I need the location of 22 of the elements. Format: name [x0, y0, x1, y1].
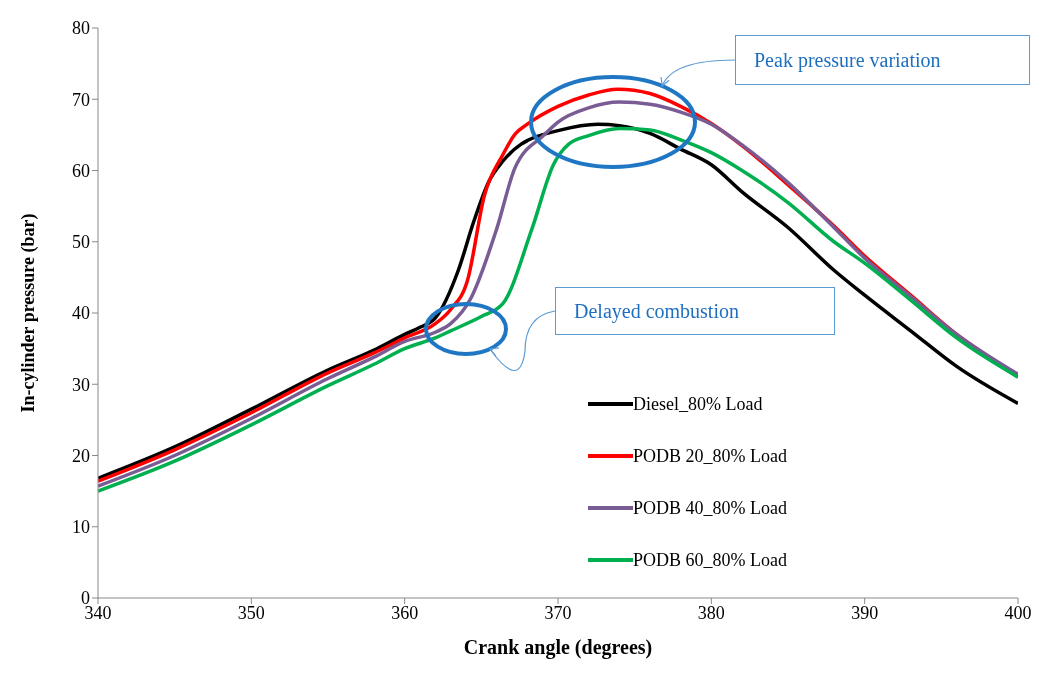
y-tick-label: 80	[72, 18, 90, 39]
x-tick-label: 370	[544, 602, 572, 623]
legend-label: Diesel_80% Load	[633, 393, 763, 415]
y-tick-label: 30	[72, 374, 90, 395]
annotation: Peak pressure variation	[754, 48, 941, 72]
annotation: Delayed combustion	[574, 299, 739, 323]
legend-label: PODB 60_80% Load	[633, 549, 787, 571]
x-tick-label: 390	[851, 602, 879, 623]
x-tick-label: 380	[697, 602, 725, 623]
y-tick-label: 10	[72, 517, 90, 538]
y-axis-title: In-cylinder pressure (bar)	[18, 213, 40, 413]
x-axis-title: Crank angle (degrees)	[463, 636, 653, 659]
x-tick-label: 360	[391, 602, 419, 623]
y-tick-label: 20	[72, 445, 90, 466]
y-tick-label: 60	[72, 160, 90, 181]
x-tick-label: 350	[237, 602, 265, 623]
y-tick-label: 70	[72, 89, 90, 110]
legend-label: PODB 20_80% Load	[633, 445, 787, 467]
legend-label: PODB 40_80% Load	[633, 497, 787, 519]
y-tick-label: 40	[72, 303, 90, 324]
x-tick-label: 400	[1004, 602, 1032, 623]
y-tick-label: 50	[72, 232, 90, 253]
